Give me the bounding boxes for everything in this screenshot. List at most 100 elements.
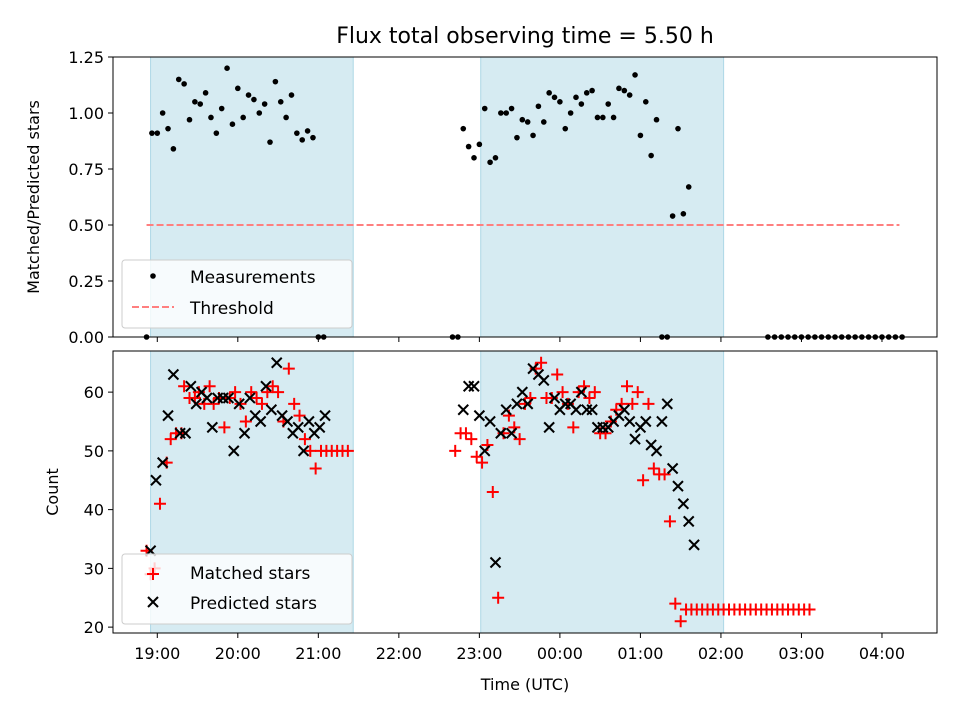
legend-matched-label: Matched stars — [190, 564, 310, 584]
matched-star-point-66 — [588, 386, 601, 399]
measurement-point-18 — [240, 114, 246, 121]
top-ytick-label-4: 1.00 — [68, 104, 104, 123]
predicted-star-point-50 — [548, 392, 561, 404]
predicted-star-point-75 — [683, 515, 695, 528]
matched-star-point-29 — [288, 397, 301, 410]
predicted-stars-series — [144, 357, 700, 569]
measurement-point-43 — [498, 110, 504, 116]
measurement-point-77 — [680, 211, 687, 217]
measurement-point-30 — [304, 128, 311, 134]
predicted-star-point-21 — [260, 380, 272, 392]
top-y-axis-label: Matched/Predicted stars — [24, 100, 43, 294]
predicted-star-point-74 — [677, 498, 690, 510]
matched-star-point-62 — [567, 421, 580, 434]
predicted-star-point-55 — [575, 386, 588, 398]
predicted-star-point-36 — [473, 409, 486, 422]
measurement-point-51 — [540, 119, 547, 125]
measurement-point-22 — [261, 101, 268, 107]
top-y-ticks: 0.00 0.25 0.50 0.75 1.00 1.25 — [68, 48, 113, 347]
measurement-point-42 — [492, 155, 499, 161]
predicted-star-point-16 — [233, 398, 245, 410]
matched-star-point-40 — [449, 444, 462, 457]
measurement-point-31 — [310, 134, 316, 141]
measurement-point-61 — [594, 114, 601, 121]
matched-star-point-18 — [229, 386, 242, 399]
matched-star-point-65 — [583, 392, 596, 404]
top-panel: 0.00 0.25 0.50 0.75 1.00 1.25 Matched/Predict… — [24, 48, 938, 347]
legend-predicted-label: Predicted stars — [190, 594, 317, 614]
predicted-star-point-22 — [265, 404, 278, 416]
predicted-star-point-29 — [303, 415, 315, 428]
measurement-point-49 — [530, 132, 536, 139]
bottom-legend: Matched stars Predicted stars — [121, 553, 353, 625]
matched-star-point-79 — [658, 468, 671, 481]
measurement-point-67 — [626, 92, 633, 98]
bottom-ytick-label-2: 40 — [84, 501, 104, 520]
predicted-star-point-20 — [254, 415, 267, 428]
measurement-point-75 — [669, 213, 676, 219]
measurement-point-27 — [288, 92, 295, 98]
measurement-point-23 — [267, 139, 273, 145]
measurement-point-63 — [605, 101, 612, 107]
legend-measurements-marker — [150, 273, 156, 279]
predicted-star-point-27 — [292, 421, 304, 434]
predicted-star-point-64 — [623, 415, 636, 428]
measurement-point-78 — [685, 184, 692, 190]
predicted-star-point-69 — [650, 445, 663, 457]
measurement-point-6 — [175, 76, 182, 83]
matched-star-point-45 — [476, 456, 489, 469]
measurement-point-59 — [583, 90, 590, 96]
top-ytick-label-3: 0.75 — [68, 160, 104, 179]
measurement-point-7 — [181, 81, 187, 87]
measurement-point-48 — [524, 119, 531, 125]
measurement-point-68 — [632, 72, 638, 78]
measurement-point-19 — [245, 92, 252, 98]
matched-star-point-22 — [250, 392, 263, 404]
measurement-point-60 — [589, 87, 595, 94]
measurement-point-69 — [637, 132, 644, 139]
measurement-point-62 — [600, 114, 606, 121]
bottom-xtick-label-3: 22:00 — [376, 644, 422, 663]
matched-star-point-42 — [459, 427, 472, 440]
predicted-star-point-34 — [462, 380, 475, 392]
predicted-star-point-6 — [179, 427, 192, 439]
predicted-star-point-54 — [570, 404, 582, 416]
measurement-point-4 — [165, 125, 171, 132]
predicted-star-point-2 — [156, 456, 169, 469]
predicted-star-point-38 — [484, 415, 496, 428]
measurement-point-14 — [218, 105, 225, 112]
measurement-point-66 — [621, 87, 628, 94]
top-ytick-label-2: 0.50 — [68, 216, 104, 235]
predicted-star-point-72 — [666, 462, 679, 475]
predicted-star-point-44 — [516, 386, 529, 398]
predicted-star-point-45 — [521, 398, 534, 410]
matched-star-point-14 — [207, 397, 220, 410]
measurement-point-10 — [197, 101, 204, 107]
predicted-star-point-40 — [495, 427, 507, 439]
predicted-star-point-63 — [618, 404, 631, 416]
measurement-point-57 — [573, 94, 579, 101]
measurement-point-55 — [562, 125, 569, 132]
matched-star-point-16 — [218, 421, 231, 434]
bottom-xtick-label-6: 01:00 — [617, 644, 663, 663]
measurement-point-45 — [508, 105, 515, 112]
predicted-star-point-41 — [500, 404, 512, 416]
measurement-point-9 — [192, 99, 198, 105]
bottom-xtick-label-1: 20:00 — [215, 644, 261, 663]
predicted-star-point-17 — [238, 427, 251, 439]
bottom-axes-frame — [112, 350, 938, 634]
matched-star-point-47 — [486, 486, 499, 498]
measurement-point-44 — [503, 110, 510, 116]
shaded-interval-1 — [480, 56, 725, 338]
top-legend: Measurements Threshold — [121, 259, 353, 329]
matched-star-point-59 — [551, 368, 564, 381]
predicted-star-point-71 — [661, 398, 673, 410]
measurement-point-41 — [487, 159, 493, 166]
measurement-point-47 — [519, 116, 526, 123]
matched-star-point-43 — [465, 433, 478, 446]
measurement-point-53 — [551, 94, 558, 101]
predicted-star-point-3 — [162, 409, 174, 422]
measurement-point-36 — [460, 125, 467, 132]
matched-star-point-72 — [620, 380, 633, 393]
